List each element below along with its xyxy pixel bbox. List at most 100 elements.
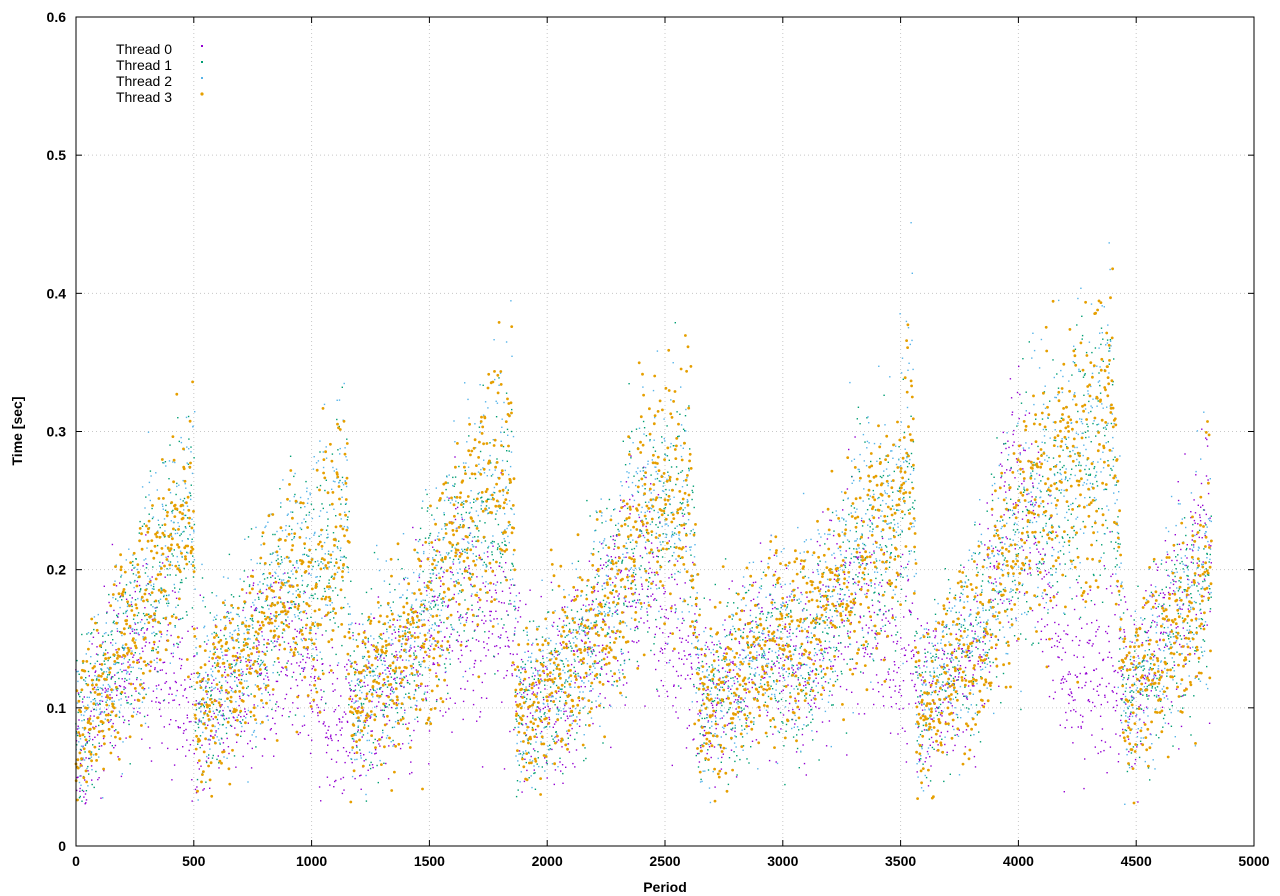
data-point — [525, 761, 527, 764]
data-point — [373, 670, 375, 673]
data-point — [320, 800, 322, 802]
data-point — [376, 656, 378, 658]
data-point — [1110, 575, 1112, 578]
data-point — [211, 665, 214, 667]
data-point — [1062, 681, 1065, 684]
data-point — [541, 766, 543, 768]
data-point — [655, 599, 658, 601]
data-point — [786, 596, 788, 598]
data-point — [700, 746, 702, 749]
data-point — [512, 565, 514, 567]
data-point — [697, 667, 699, 669]
data-point — [413, 646, 416, 648]
data-point — [608, 680, 610, 683]
data-point — [521, 791, 523, 793]
data-point — [331, 683, 334, 685]
data-point — [537, 670, 539, 672]
data-point — [738, 696, 740, 698]
data-point — [569, 642, 571, 644]
data-point — [967, 649, 969, 652]
data-point — [690, 662, 693, 664]
data-point — [83, 796, 85, 798]
data-point — [725, 697, 728, 700]
data-point — [482, 384, 484, 386]
data-point — [656, 555, 658, 557]
data-point — [979, 621, 982, 624]
data-point — [639, 568, 641, 571]
data-point — [430, 582, 432, 584]
data-point — [511, 563, 514, 565]
data-point — [116, 630, 119, 632]
data-point — [643, 622, 645, 624]
data-point — [243, 580, 245, 583]
data-point — [660, 679, 662, 682]
data-point — [772, 672, 774, 675]
data-point — [797, 700, 800, 702]
data-point — [490, 567, 492, 569]
data-point — [775, 699, 777, 702]
data-point — [565, 766, 567, 768]
data-point — [375, 752, 377, 754]
data-point — [1132, 675, 1134, 678]
data-point — [803, 607, 805, 610]
data-point — [160, 587, 163, 590]
data-point — [149, 747, 151, 749]
data-point — [459, 524, 461, 526]
data-point — [993, 565, 996, 567]
data-point — [1045, 573, 1048, 576]
data-point — [184, 688, 187, 690]
data-point — [1197, 523, 1199, 525]
data-point — [172, 655, 174, 658]
data-point — [814, 695, 816, 697]
data-point — [679, 413, 681, 415]
data-point — [459, 615, 461, 617]
data-point — [697, 713, 699, 715]
data-point — [730, 692, 733, 695]
data-point — [1086, 673, 1088, 675]
data-point — [595, 621, 597, 624]
data-point — [319, 484, 322, 487]
data-point — [1201, 428, 1203, 430]
data-point — [1162, 592, 1165, 594]
data-point — [202, 789, 204, 791]
data-point — [1088, 642, 1090, 645]
data-point — [286, 662, 288, 664]
data-point — [136, 678, 138, 681]
data-point — [202, 596, 205, 599]
data-point — [1146, 660, 1148, 662]
data-point — [586, 585, 588, 587]
data-point — [255, 607, 257, 609]
data-point — [1110, 657, 1113, 659]
data-point — [1091, 645, 1093, 647]
data-point — [669, 659, 671, 661]
data-point — [318, 580, 321, 582]
data-point — [742, 685, 744, 687]
data-point — [542, 657, 544, 660]
data-point — [441, 557, 443, 559]
data-point — [537, 706, 539, 708]
data-point — [891, 608, 893, 610]
data-point — [693, 532, 696, 534]
data-point — [261, 606, 263, 608]
data-point — [393, 629, 395, 631]
data-point — [857, 556, 860, 558]
data-point — [520, 666, 522, 668]
data-point — [515, 718, 517, 720]
data-point — [651, 534, 653, 536]
data-point — [120, 595, 122, 597]
data-point — [502, 445, 505, 448]
data-point — [166, 568, 168, 570]
data-point — [80, 691, 82, 693]
data-point — [410, 647, 412, 649]
data-point — [981, 704, 983, 707]
data-point — [259, 562, 261, 565]
data-point — [363, 665, 365, 667]
data-point — [437, 608, 439, 611]
data-point — [281, 632, 284, 634]
data-point — [585, 619, 587, 622]
data-point — [878, 593, 880, 596]
data-point — [867, 537, 870, 539]
data-point — [185, 728, 187, 731]
data-point — [562, 663, 565, 665]
data-point — [308, 511, 311, 514]
